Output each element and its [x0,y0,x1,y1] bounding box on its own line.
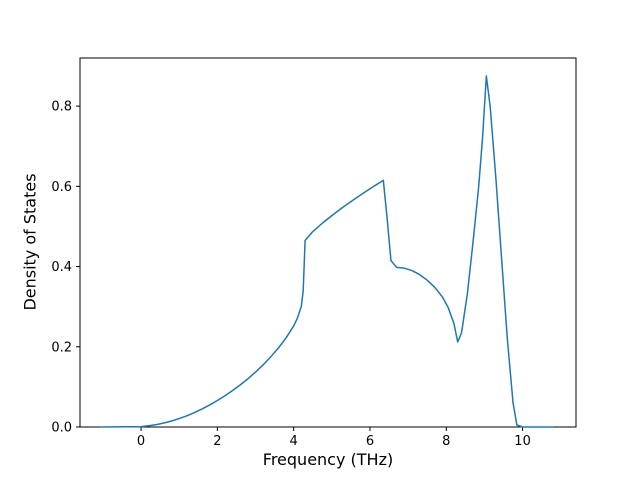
y-tick-label: 0.0 [51,421,72,436]
y-tick-label: 0.2 [51,340,72,355]
x-tick-label: 2 [213,434,221,449]
plot-border [79,57,577,428]
x-tick-label: 8 [442,434,450,449]
x-tick-label: 10 [514,434,531,449]
y-tick-label: 0.6 [51,180,72,195]
y-tick-label: 0.8 [51,100,72,115]
x-axis-label: Frequency (THz) [262,450,394,469]
dos-curve [100,75,554,428]
x-tick-label: 0 [137,434,145,449]
x-tick-label: 6 [366,434,374,449]
x-tick-label: 4 [290,434,298,449]
y-tick-label: 0.4 [51,260,72,275]
y-axis-label: Density of States [20,173,40,311]
